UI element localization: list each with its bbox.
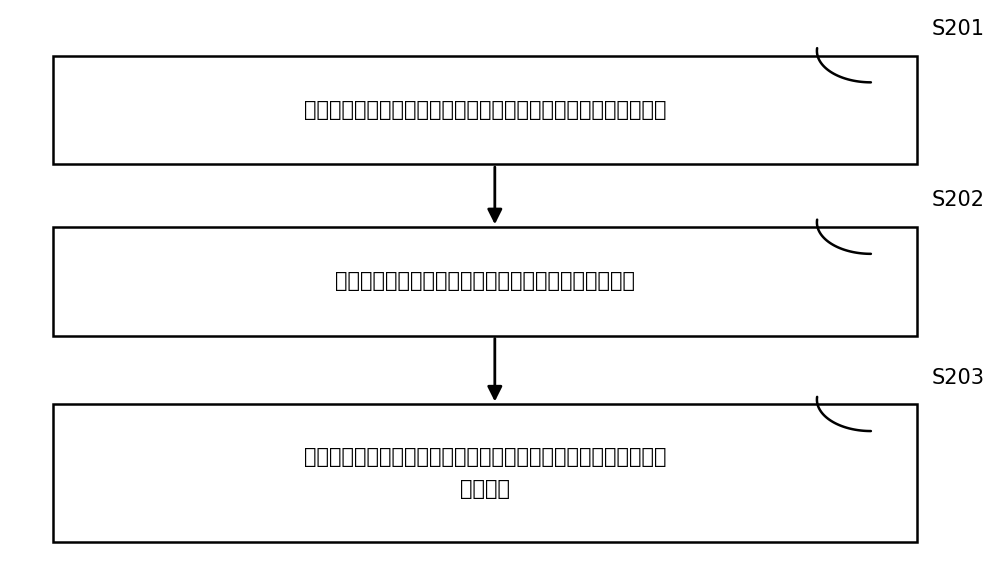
Bar bbox=[53, 56, 917, 164]
Text: 获取高精度地图信息，根据所述高精度地图信息生成道路描述文件: 获取高精度地图信息，根据所述高精度地图信息生成道路描述文件 bbox=[304, 100, 666, 120]
Text: S202: S202 bbox=[931, 190, 984, 211]
Text: 静态信息: 静态信息 bbox=[460, 478, 510, 499]
Text: S201: S201 bbox=[931, 19, 984, 39]
Text: 以所述道路网格信息作为仿真环境中的虚拟道路，构建仿真环境的: 以所述道路网格信息作为仿真环境中的虚拟道路，构建仿真环境的 bbox=[304, 447, 666, 467]
Bar bbox=[53, 227, 917, 336]
Bar bbox=[53, 404, 917, 542]
Text: 对所述道路描述文件执行渲染处理，得到道路网格信息: 对所述道路描述文件执行渲染处理，得到道路网格信息 bbox=[335, 271, 635, 291]
Text: S203: S203 bbox=[931, 368, 984, 387]
